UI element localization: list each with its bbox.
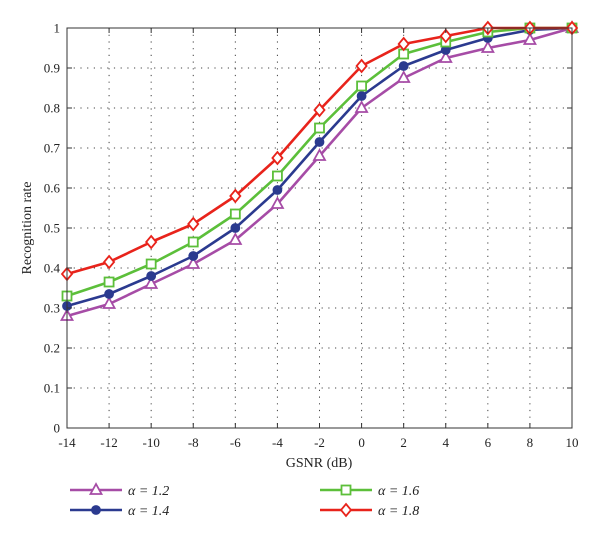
x-tick-label: -14: [58, 435, 76, 450]
legend-label: α = 1.8: [378, 504, 419, 519]
y-tick-label: 0.1: [44, 381, 60, 396]
x-tick-label: 2: [400, 435, 407, 450]
plot-background: [67, 28, 572, 428]
data-point: [270, 196, 285, 209]
data-point: [312, 148, 327, 161]
x-tick-label: -12: [100, 435, 117, 450]
data-point: [397, 36, 410, 52]
data-point: [355, 58, 368, 74]
data-point: [522, 32, 537, 45]
legend-marker: [340, 484, 352, 496]
legend-item: α = 1.6: [320, 484, 419, 499]
data-point: [187, 236, 199, 248]
x-tick-label: 10: [566, 435, 579, 450]
data-point: [144, 276, 159, 289]
data-point: [314, 137, 325, 147]
data-point: [103, 276, 115, 288]
data-point: [229, 208, 241, 220]
data-point: [145, 258, 157, 270]
axis-ticks: [66, 27, 573, 429]
data-point: [104, 289, 114, 299]
data-point: [354, 100, 369, 113]
data-point: [398, 61, 409, 71]
data-point: [186, 256, 201, 269]
x-tick-label: -6: [230, 435, 241, 450]
legend-marker: [339, 502, 353, 518]
y-tick-label: 0.5: [44, 221, 60, 236]
x-tick-label: -2: [314, 435, 325, 450]
legend-label: α = 1.4: [128, 504, 169, 519]
y-tick-label: 0: [54, 421, 61, 436]
y-tick-labels: 0 0.1 0.2 0.3 0.4 0.5 0.6 0.7 0.8 0.9 1: [44, 21, 61, 436]
x-tick-label: -4: [272, 435, 283, 450]
data-point: [272, 170, 283, 182]
data-point: [271, 150, 284, 166]
data-point: [313, 102, 326, 118]
legend-marker: [91, 505, 101, 515]
y-tick-label: 0.3: [44, 301, 60, 316]
data-point: [438, 50, 453, 63]
x-tick-label: 4: [443, 435, 450, 450]
legend-item: α = 1.4: [70, 504, 169, 519]
legend-item: α = 1.2: [70, 482, 169, 499]
y-tick-label: 0.8: [44, 101, 60, 116]
data-point: [439, 28, 452, 44]
x-axis-label: GSNR (dB): [286, 456, 353, 471]
x-tick-labels: -14 -12 -10 -8 -6 -4 -2 0 2 4 6 8 10: [58, 435, 578, 450]
x-tick-label: 0: [358, 435, 365, 450]
x-tick-label: 8: [527, 435, 534, 450]
data-point: [356, 80, 367, 92]
data-point: [396, 70, 411, 83]
legend-marker: [88, 482, 104, 495]
data-point: [102, 254, 116, 270]
y-tick-label: 0.7: [44, 141, 61, 156]
y-tick-label: 0.2: [44, 341, 60, 356]
x-tick-label: 6: [485, 435, 492, 450]
x-tick-label: -8: [188, 435, 199, 450]
data-point: [356, 91, 367, 101]
data-point: [144, 234, 158, 250]
data-point: [102, 296, 117, 309]
legend-label: α = 1.2: [128, 484, 169, 499]
data-point: [230, 223, 241, 233]
y-tick-label: 0.6: [44, 181, 61, 196]
y-tick-label: 0.9: [44, 61, 60, 76]
data-point: [187, 216, 200, 232]
data-point: [188, 251, 199, 261]
y-axis-label: Recognition rate: [20, 182, 35, 275]
y-tick-label: 1: [54, 21, 61, 36]
legend: α = 1.2 α = 1.4 α = 1.6 α = 1.8: [70, 482, 419, 519]
legend-label: α = 1.6: [378, 484, 419, 499]
data-point: [228, 232, 243, 245]
legend-item: α = 1.8: [320, 502, 419, 519]
x-tick-label: -10: [142, 435, 159, 450]
y-tick-label: 0.4: [44, 261, 61, 276]
data-point: [146, 271, 157, 281]
data-point: [480, 40, 495, 53]
data-point: [314, 122, 325, 134]
data-point: [272, 185, 283, 195]
data-point: [229, 188, 242, 204]
